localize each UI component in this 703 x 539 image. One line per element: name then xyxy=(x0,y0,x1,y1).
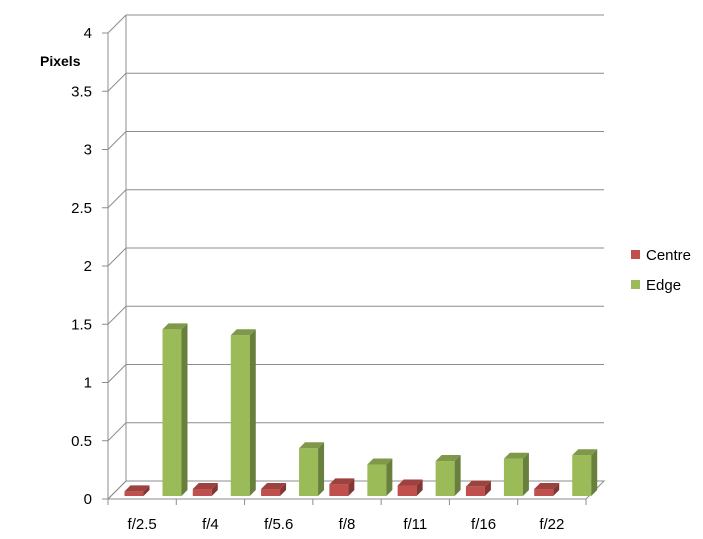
y-tick-label: 3 xyxy=(84,142,92,159)
bar-edge-f8 xyxy=(367,458,393,496)
x-tick-label: f/8 xyxy=(339,516,356,533)
legend-swatch-edge xyxy=(631,280,640,289)
bars xyxy=(124,323,598,496)
y-tick-label: 2 xyxy=(84,258,92,275)
y-tick-label: 1 xyxy=(84,375,92,392)
bar-top xyxy=(503,452,529,459)
gridline-side xyxy=(107,422,127,442)
bar-edge-f2.5 xyxy=(162,323,188,496)
bar-front xyxy=(329,484,349,496)
bar-side xyxy=(181,323,188,496)
bar-centre-f4 xyxy=(192,483,218,496)
y-tick-label: 3.5 xyxy=(71,83,92,100)
bar-edge-f5.6 xyxy=(299,442,325,496)
x-tick-label: f/16 xyxy=(471,516,496,533)
bar-front xyxy=(367,464,387,496)
bar-front xyxy=(124,491,144,496)
bar-front xyxy=(435,461,455,496)
chart-floor xyxy=(106,480,606,500)
bar-top xyxy=(397,479,423,486)
bar-top xyxy=(367,458,393,465)
x-tick-label: f/22 xyxy=(539,516,564,533)
bar-centre-f2.5 xyxy=(124,485,150,496)
bar-centre-f16 xyxy=(465,480,491,496)
bar-side xyxy=(143,485,150,496)
bar-top xyxy=(534,483,560,490)
x-tick-label: f/11 xyxy=(403,516,427,533)
bar-side xyxy=(280,483,287,496)
bar-side xyxy=(553,483,560,496)
y-tick-label: 2.5 xyxy=(71,200,92,217)
bar-front xyxy=(465,486,485,496)
y-tick-label: 4 xyxy=(84,25,92,42)
axes xyxy=(102,15,606,505)
bar-top xyxy=(572,449,598,456)
bar-top xyxy=(435,455,461,462)
bar-side xyxy=(249,329,256,496)
bar-edge-f22 xyxy=(572,449,598,496)
gridline-side xyxy=(107,72,127,92)
x-tick-label: f/5.6 xyxy=(264,516,293,533)
bar-side xyxy=(318,442,325,496)
bar-front xyxy=(192,489,212,496)
bar-top xyxy=(329,478,355,485)
gridline-side xyxy=(107,247,127,267)
gridline-side xyxy=(107,131,127,150)
bar-centre-f5.6 xyxy=(261,483,287,496)
bar-centre-f22 xyxy=(534,483,560,496)
bar-top xyxy=(261,483,287,490)
bar-front xyxy=(162,329,182,496)
gridline-side xyxy=(107,189,127,209)
bar-front xyxy=(534,489,554,496)
x-tick-label: f/2.5 xyxy=(128,516,157,533)
bar-side xyxy=(484,480,491,496)
bar-centre-f8 xyxy=(329,478,355,496)
bar-edge-f11 xyxy=(435,455,461,496)
legend-swatch-centre xyxy=(631,250,640,259)
x-tick-label: f/4 xyxy=(202,516,219,533)
gridlines xyxy=(107,14,604,500)
legend: Centre Edge xyxy=(631,247,691,294)
y-axis-label: Pixels xyxy=(40,53,81,69)
bar-top xyxy=(230,329,256,336)
legend-label-edge: Edge xyxy=(646,277,681,294)
y-tick-label: 0 xyxy=(84,491,92,508)
bar-centre-f11 xyxy=(397,479,423,496)
bar-side xyxy=(522,452,529,496)
bar-front xyxy=(503,458,523,496)
bar-edge-f16 xyxy=(503,452,529,496)
bar-top xyxy=(124,485,150,492)
legend-label-centre: Centre xyxy=(646,247,691,264)
bar-front xyxy=(397,485,417,496)
bar-side xyxy=(386,458,393,496)
bar-front xyxy=(230,335,250,496)
bar-side xyxy=(591,449,598,496)
bar-top xyxy=(299,442,325,449)
tick-labels: 0 0.5 1 1.5 2 2.5 3 3.5 4 f/2.5 f/4 f/5.6 f/8 f/11 f/1… xyxy=(71,25,564,533)
gridline-side xyxy=(107,14,127,34)
bar-side xyxy=(416,479,423,496)
bar-front xyxy=(299,448,319,496)
gridline-side xyxy=(107,364,127,383)
gridline-side xyxy=(107,305,127,325)
bar-top xyxy=(465,480,491,487)
bar-side xyxy=(454,455,461,496)
bar-top xyxy=(192,483,218,490)
y-tick-label: 0.5 xyxy=(71,433,92,450)
bar-side xyxy=(348,478,355,496)
bar-top xyxy=(162,323,188,330)
bar-side xyxy=(211,483,218,496)
y-tick-label: 1.5 xyxy=(71,316,92,333)
bar-edge-f4 xyxy=(230,329,256,496)
bar-front xyxy=(572,455,592,496)
bar-front xyxy=(261,489,281,496)
